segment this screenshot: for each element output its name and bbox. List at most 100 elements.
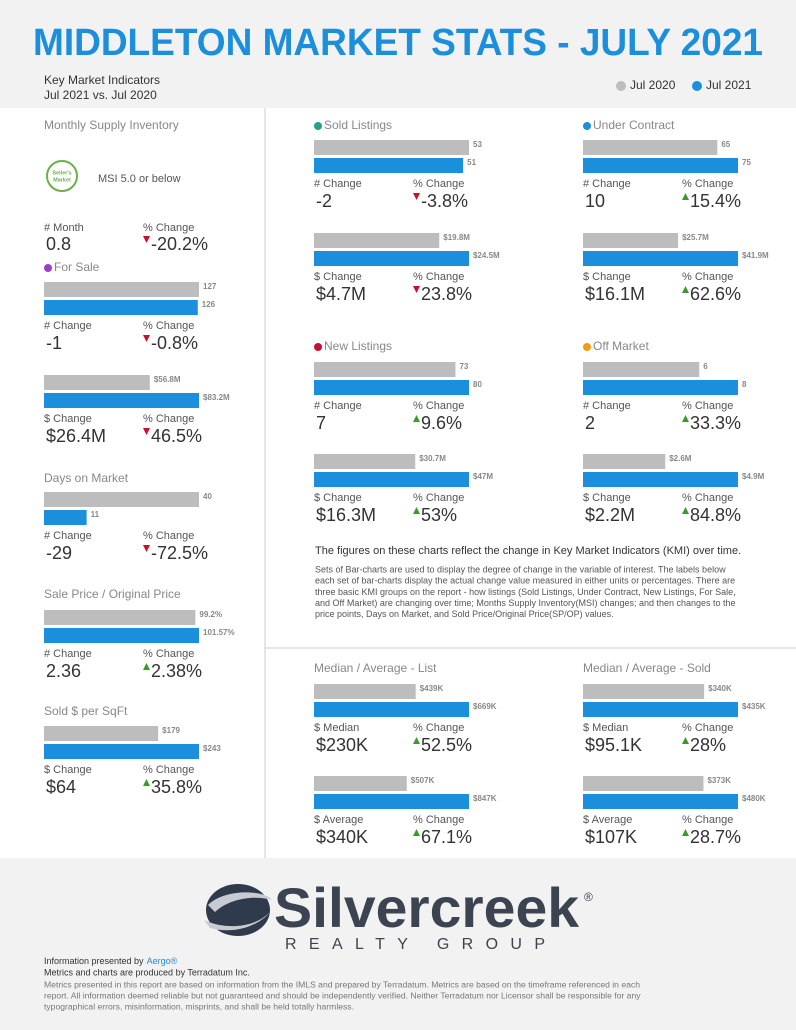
bar [583,454,666,469]
panel-title: Sold Listings [324,118,392,132]
stat-value: $107K [585,827,637,847]
stat-label: $ Median [314,722,359,734]
stat-label: % Change [143,413,194,425]
bar-label: $19.8M [443,233,470,242]
stat-value: 7 [316,413,326,433]
bar [314,776,407,791]
stat-value: 0.8 [46,234,71,254]
footer-produced: Metrics and charts are produced by Terra… [44,967,250,977]
header-bg [0,0,796,108]
trend-icon [682,286,689,293]
bar-label: $30.7M [419,454,446,463]
bar [314,362,456,377]
badge-note: MSI 5.0 or below [98,173,181,185]
bar-label: $2.6M [669,454,692,463]
trend-icon [143,779,150,786]
bar-label: $435K [742,702,766,711]
stat-label: $ Change [314,271,362,283]
trend-icon [413,415,420,422]
trend-icon [413,507,420,514]
stat-label: # Change [583,178,631,190]
stat-value: $340K [316,827,368,847]
trend-icon [413,829,420,836]
stat-value: $16.1M [585,284,645,304]
trend-icon [143,663,150,670]
explanation-line: and Off Market) are changing over time; … [315,598,736,608]
stat-value: $4.7M [316,284,366,304]
stat-value: 2.36 [46,661,81,681]
stat-value: 2 [585,413,595,433]
bar-label: $507K [411,776,435,785]
stat-label: % Change [413,178,464,190]
stat-value: $26.4M [46,426,106,446]
stat-label: % Change [413,271,464,283]
bar [314,472,469,487]
legend-label: Jul 2021 [706,78,752,92]
bar-label: $847K [473,794,497,803]
bar [314,140,469,155]
bar-label: $480K [742,794,766,803]
bar-label: 11 [91,510,100,519]
bar [314,684,416,699]
stat-value: 15.4% [690,191,741,211]
bar [314,794,469,809]
footer-disclaimer: typographical errors, misinformation, mi… [44,1001,354,1011]
stat-value: -1 [46,333,62,353]
badge [46,160,78,192]
explanation-line: each set of bar-charts display the actua… [315,576,735,586]
badge-text: Seller's [52,170,71,176]
footer-bg [0,858,796,1030]
trend-icon [682,193,689,200]
stat-value: 2.38% [151,661,202,681]
subtitle: Key Market Indicators [44,73,160,87]
bar [44,393,199,408]
bar [44,610,196,625]
bar [314,251,469,266]
trend-icon [682,415,689,422]
bar [583,794,738,809]
bar [44,510,87,525]
stat-label: # Month [44,222,84,234]
bar-label: $243 [203,744,221,753]
stat-label: % Change [413,492,464,504]
stat-label: % Change [143,764,194,776]
panel-dot [583,343,591,351]
stat-value: $230K [316,735,368,755]
bar [583,702,738,717]
stat-label: % Change [682,178,733,190]
stat-label: % Change [413,400,464,412]
bar [583,684,705,699]
bar [583,233,679,248]
panel-dot [44,264,52,272]
stat-value: 52.5% [421,735,472,755]
bar [583,380,738,395]
bar-label: $47M [473,472,493,481]
panel-title: Median / Average - Sold [583,661,711,675]
bar-label: 73 [459,362,468,371]
footer-disclaimer: Metrics presented in this report are bas… [44,979,640,989]
panel-title: Sold $ per SqFt [44,704,128,718]
bar-label: 75 [742,158,751,167]
footer-link: Aergo® [147,956,178,966]
bar [44,628,199,643]
stat-label: # Change [314,178,362,190]
panel-title: New Listings [324,339,392,353]
stat-value: 33.3% [690,413,741,433]
stat-label: # Change [44,648,92,660]
stat-label: % Change [682,400,733,412]
stat-value: 10 [585,191,605,211]
bar-label: 51 [467,158,476,167]
stat-value: -20.2% [151,234,208,254]
trend-icon [682,737,689,744]
trend-icon [143,236,150,243]
footer-disclaimer: report. All information deemed reliable … [44,990,641,1000]
stat-value: 53% [421,505,457,525]
explanation-line: three basic KMI groups on the report - h… [315,587,736,597]
stat-value: $16.3M [316,505,376,525]
bar-label: 126 [202,300,216,309]
bar-label: 127 [203,282,217,291]
stat-value: 84.8% [690,505,741,525]
bar-label: $179 [162,726,180,735]
bar [44,375,150,390]
